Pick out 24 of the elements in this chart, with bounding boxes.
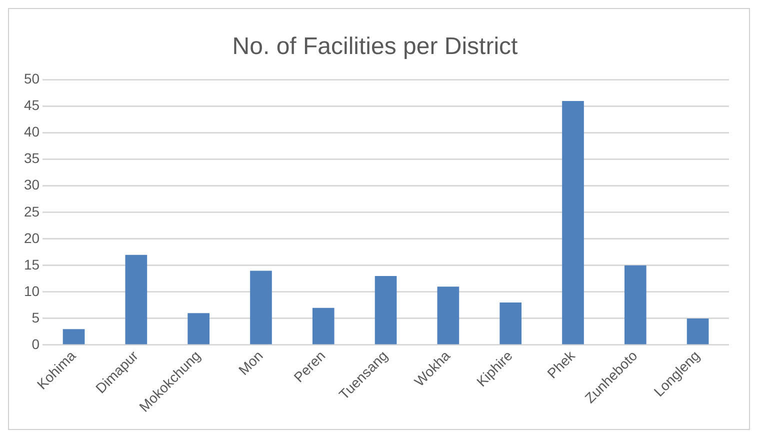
y-tick-label: 5 <box>32 309 40 326</box>
y-tick-label: 40 <box>24 124 40 140</box>
bar <box>624 265 646 344</box>
y-tick-label: 35 <box>24 150 40 166</box>
bar <box>374 276 397 344</box>
y-tick-label: 10 <box>24 282 40 299</box>
bar <box>500 302 522 344</box>
bar <box>250 270 272 344</box>
bar <box>62 329 85 344</box>
y-tick-label: 45 <box>24 97 40 114</box>
bar <box>125 254 148 344</box>
y-tick-label: 30 <box>24 176 40 193</box>
bar <box>686 318 709 344</box>
bar <box>312 308 334 344</box>
chart-title: No. of Facilities per District <box>232 33 518 60</box>
y-tick-label: 15 <box>24 256 40 272</box>
bar <box>188 313 210 344</box>
y-tick-label: 0 <box>32 336 40 352</box>
bar <box>562 101 584 344</box>
y-tick-label: 50 <box>24 70 40 87</box>
y-tick-label: 25 <box>24 203 40 220</box>
y-tick-label: 20 <box>24 230 40 246</box>
bar <box>437 286 460 344</box>
x-tick-label: Mon <box>235 347 266 378</box>
